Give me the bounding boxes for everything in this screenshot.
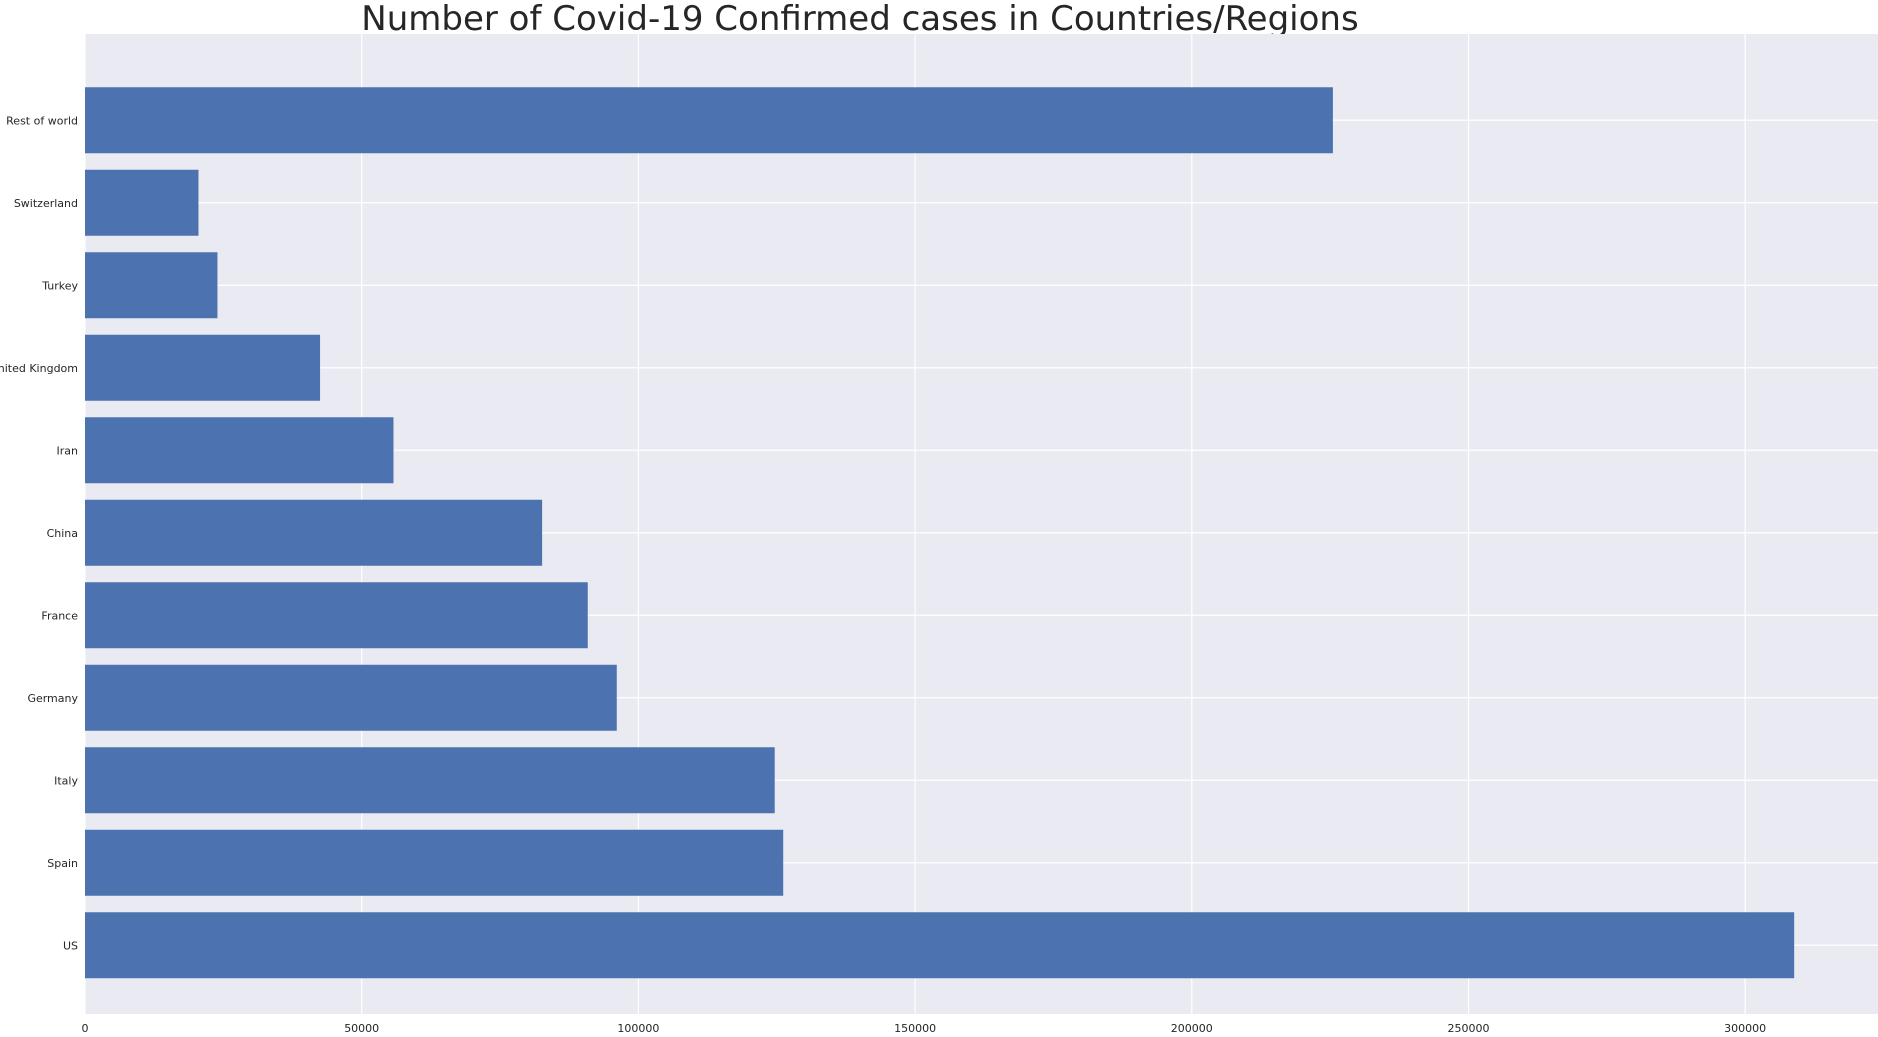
- bar: [85, 747, 775, 814]
- y-tick-label: France: [41, 609, 78, 622]
- chart-title: Number of Covid-19 Confirmed cases in Co…: [361, 0, 1358, 39]
- bar: [85, 252, 218, 319]
- bar: [85, 912, 1795, 979]
- bar: [85, 87, 1333, 154]
- y-tick-label: Italy: [54, 774, 78, 787]
- x-tick-label: 200000: [1171, 1022, 1213, 1035]
- bar: [85, 417, 394, 484]
- x-tick-label: 300000: [1724, 1022, 1766, 1035]
- y-tick-label: Rest of world: [6, 114, 78, 127]
- bar: [85, 664, 617, 731]
- y-tick-label: Switzerland: [14, 197, 78, 210]
- x-tick-label: 150000: [894, 1022, 936, 1035]
- x-tick-label: 250000: [1447, 1022, 1489, 1035]
- x-tick-label: 100000: [617, 1022, 659, 1035]
- x-tick-labels: 0 50000 100000 150000 200000 250000 300000: [82, 1022, 1767, 1035]
- y-tick-labels: US Spain Italy Germany France China Iran United…: [0, 114, 78, 952]
- bars: [85, 87, 1795, 979]
- bar: [85, 169, 199, 236]
- y-tick-label: Iran: [57, 444, 79, 457]
- bar: [85, 582, 588, 649]
- x-tick-label: 0: [82, 1022, 89, 1035]
- y-tick-label: United Kingdom: [0, 362, 78, 375]
- x-tick-label: 50000: [344, 1022, 379, 1035]
- y-tick-label: Turkey: [41, 279, 78, 292]
- bar: [85, 499, 543, 566]
- bar: [85, 334, 321, 401]
- y-tick-label: US: [63, 939, 78, 952]
- y-tick-label: Germany: [27, 692, 78, 705]
- y-tick-label: Spain: [47, 857, 78, 870]
- y-tick-label: China: [47, 527, 78, 540]
- bar: [85, 829, 784, 896]
